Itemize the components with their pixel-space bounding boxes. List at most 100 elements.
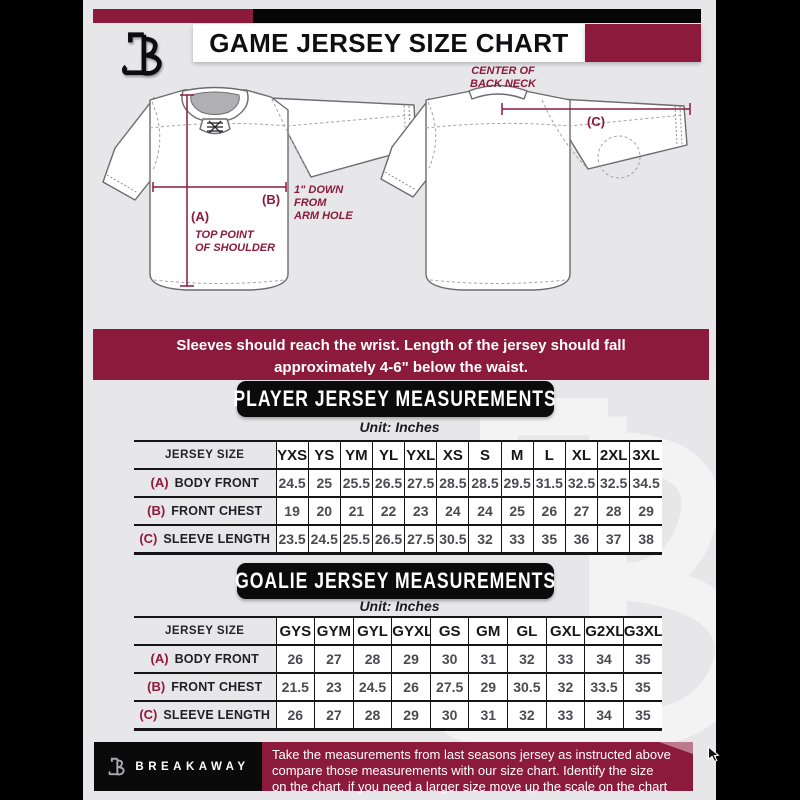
measurement-value: 30.5 [507, 672, 547, 702]
mouse-cursor-icon [708, 746, 720, 763]
chart-content: GAME JERSEY SIZE CHART [83, 0, 716, 800]
size-column-header: 3XL [629, 440, 662, 470]
measurement-value: 23 [314, 672, 354, 702]
size-column-header: GL [507, 616, 547, 646]
measurement-label-b: (B) [262, 192, 280, 207]
size-column-header: 2XL [597, 440, 631, 470]
measurement-value: 35 [622, 644, 662, 674]
top-accent-bar [93, 9, 701, 23]
measurement-value: 28 [597, 496, 631, 526]
measurement-value: 26 [275, 644, 316, 674]
measurement-value: 24 [436, 496, 470, 526]
measurement-value: 23 [404, 496, 438, 526]
row-key: (C) [139, 706, 158, 722]
size-column-header: GYM [314, 616, 354, 646]
player-section-header: PLAYER JERSEY MEASUREMENTS [233, 381, 558, 417]
measurement-line-b [152, 182, 287, 192]
footer-brand-box: BREAKAWAY [94, 742, 262, 791]
measurement-value: 33 [545, 700, 586, 731]
measurement-value: 29 [629, 496, 662, 526]
row-label: (B) FRONT CHEST [134, 672, 277, 702]
measurement-value: 20 [307, 496, 341, 526]
title-accent-block [585, 24, 701, 62]
size-column-header: YXS [275, 440, 309, 470]
measurement-value: 27 [564, 496, 599, 526]
row-label: (C) SLEEVE LENGTH [134, 700, 277, 731]
measurement-value: 31 [468, 700, 509, 731]
size-column-header: L [532, 440, 566, 470]
table-row: (A) BODY FRONT 26 27 28 29 30 31 32 33 34 35 [134, 644, 662, 674]
measurement-value: 34.5 [629, 468, 662, 498]
footer-instructions-line3: on the chart, if you need a larger size … [272, 778, 668, 794]
measurements-table: JERSEY SIZE GYS GYM GYL GYXL GS GM GL GXL G2XL G3X… [134, 616, 662, 731]
measurement-value: 33 [500, 524, 534, 555]
measurement-value: 26 [391, 672, 431, 702]
row-label-text: FRONT CHEST [171, 504, 263, 518]
measurement-note-a-line1: TOP POINT [195, 229, 255, 241]
measurement-value: 32 [507, 644, 547, 674]
size-column-header: GYL [352, 616, 393, 646]
accent-black-segment [253, 9, 701, 23]
row-key: (B) [147, 503, 166, 518]
measurement-value: 34 [584, 644, 624, 674]
measurement-label-a: (A) [191, 209, 209, 224]
title-bar: GAME JERSEY SIZE CHART [193, 24, 585, 62]
page-title: GAME JERSEY SIZE CHART [209, 27, 569, 58]
measurement-value: 29.5 [500, 468, 534, 498]
measurement-note-a-line2: OF SHOULDER [195, 242, 275, 254]
size-column-header: XS [436, 440, 470, 470]
jersey-back-diagram: (C) CENTER OF BACK NECK [380, 65, 691, 291]
footer-instructions: Take the measurements from last seasons … [262, 742, 693, 794]
measurement-value: 28 [352, 644, 393, 674]
player-unit-label: Unit: Inches [359, 419, 440, 435]
measurement-value: 29 [468, 672, 509, 702]
row-label-text: SLEEVE LENGTH [163, 531, 271, 546]
measurement-value: 33 [545, 644, 586, 674]
measurement-value: 25 [307, 468, 341, 498]
measurement-value: 29 [391, 644, 431, 674]
row-key: (A) [150, 475, 169, 490]
footer-instructions-line1: Take the measurements from last seasons … [272, 747, 671, 762]
fit-note-line1: Sleeves should reach the wrist. Length o… [176, 337, 626, 354]
brand-name: BREAKAWAY [135, 760, 250, 773]
measurement-value: 24.5 [307, 524, 341, 555]
table-row: (C) SLEEVE LENGTH 26 27 28 29 30 31 32 33 34 35 [134, 700, 662, 731]
measurement-value: 32 [468, 524, 502, 555]
player-section-title: PLAYER JERSEY MEASUREMENTS [233, 386, 558, 411]
measurement-value: 29 [391, 700, 431, 731]
row-key: (A) [150, 651, 169, 666]
table-row: (C) SLEEVE LENGTH 23.5 24.5 25.5 26.5 27.5 30.5… [134, 524, 662, 555]
measurement-value: 34 [584, 700, 624, 731]
measurement-value: 19 [275, 496, 309, 526]
measurement-value: 23.5 [275, 524, 309, 555]
measurement-value: 28.5 [436, 468, 470, 498]
size-column-header: GS [429, 616, 470, 646]
measurement-value: 32 [545, 672, 586, 702]
size-column-header: M [500, 440, 534, 470]
measurement-value: 24.5 [352, 672, 393, 702]
row-key: (B) [147, 679, 166, 694]
measurement-value: 32 [507, 700, 547, 731]
size-column-header: GXL [545, 616, 586, 646]
footer-instructions-line2: compare those measurements with our size… [272, 762, 654, 778]
goalie-unit-label: Unit: Inches [359, 598, 440, 614]
row-label: (A) BODY FRONT [134, 644, 277, 674]
measurement-value: 22 [371, 496, 406, 526]
measurement-value: 25.5 [339, 524, 373, 555]
measurement-value: 31.5 [532, 468, 566, 498]
measurement-value: 27.5 [404, 524, 438, 555]
size-column-header: XL [564, 440, 599, 470]
measurement-line-a [180, 94, 194, 287]
measurement-value: 26 [532, 496, 566, 526]
row-key: (C) [139, 530, 158, 546]
measurement-value: 26 [275, 700, 316, 731]
fit-note-line2: approximately 4-6" below the waist. [274, 358, 528, 376]
measurement-note-b-line2: FROM [294, 197, 327, 209]
measurement-value: 31 [468, 644, 509, 674]
measurement-value: 37 [597, 524, 631, 555]
measurement-value: 32.5 [597, 468, 631, 498]
footer: BREAKAWAY Take the measurements from las… [94, 742, 693, 794]
measurement-value: 33.5 [584, 672, 624, 702]
size-column-header: GYS [275, 616, 316, 646]
